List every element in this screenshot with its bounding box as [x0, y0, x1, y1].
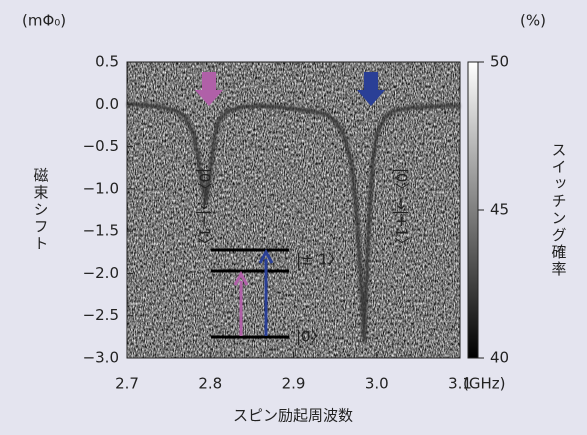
x-label: スピン励起周波数	[233, 407, 353, 425]
y-tick-label: −0.5	[83, 137, 119, 155]
y-tick-label: −1.5	[83, 222, 119, 240]
x-unit: (GHz)	[463, 375, 505, 393]
y-tick-label: −1.0	[83, 179, 119, 197]
transition-arrow	[258, 248, 274, 336]
colorbar-unit: (%)	[520, 12, 546, 30]
arrow	[195, 72, 223, 106]
x-tick-label: 2.9	[282, 375, 306, 393]
x-tick-label: 3.1	[448, 375, 472, 393]
colorbar-label: スイッチング確率	[550, 142, 568, 278]
x-tick-label: 2.7	[115, 375, 139, 393]
colorbar-tick-label: 40	[490, 349, 509, 367]
colorbar	[467, 61, 479, 359]
transition-arrow	[233, 270, 249, 336]
level-label: |± 1〉	[296, 251, 343, 269]
y-tick-label: 0.5	[95, 53, 119, 71]
y-tick-label: 0.0	[95, 95, 119, 113]
x-tick-label: 3.0	[365, 375, 389, 393]
noise	[127, 62, 460, 358]
x-tick-label: 2.8	[198, 375, 222, 393]
y-unit: (mΦ₀)	[22, 12, 66, 30]
y-tick-label: −2.0	[83, 264, 119, 282]
y-tick-label: −2.5	[83, 306, 119, 324]
y-label: 磁束シフト	[32, 168, 50, 253]
colorbar-tick-label: 45	[490, 201, 509, 219]
annotation: |0〉→|+1〉	[393, 168, 411, 252]
trace	[126, 102, 460, 344]
arrow	[357, 72, 385, 106]
level-label: |0〉	[296, 328, 326, 346]
colorbar-tick-label: 50	[490, 53, 509, 71]
annotation: |0〉→|−1〉	[196, 168, 214, 252]
y-tick-label: −3.0	[83, 349, 119, 367]
